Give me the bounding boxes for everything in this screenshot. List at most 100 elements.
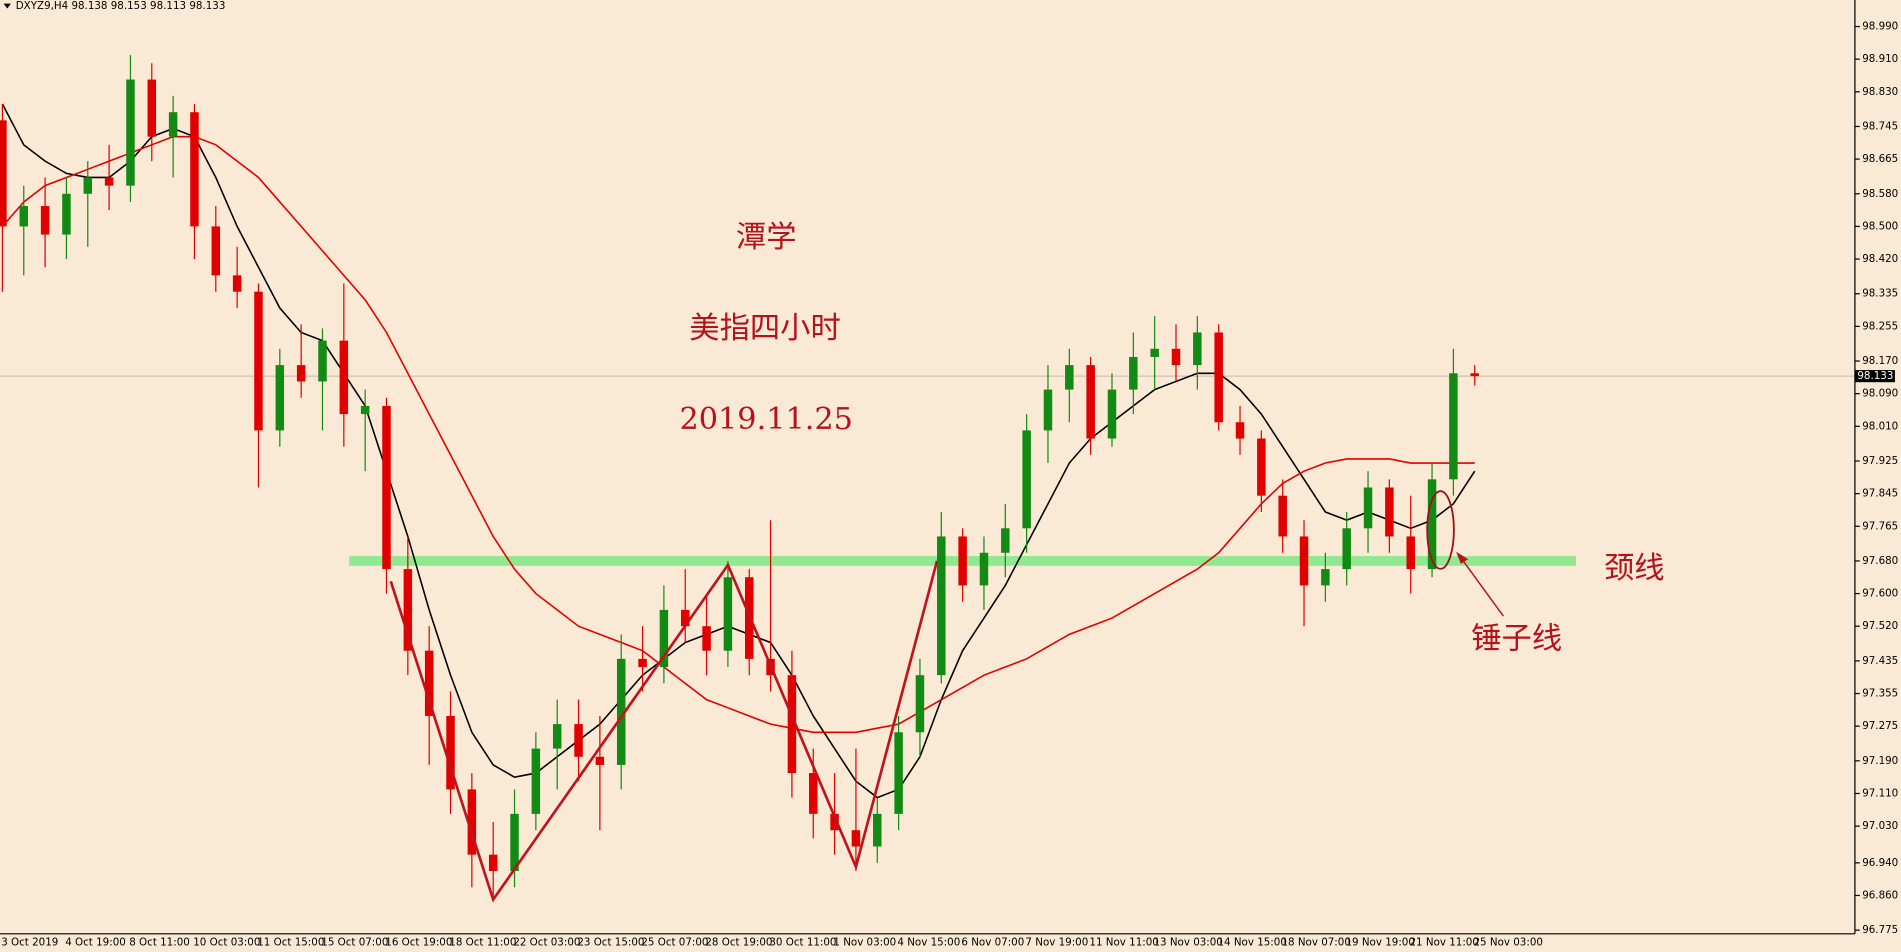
header: DXYZ9,H4 98.138 98.153 98.113 98.133 [16, 0, 226, 12]
candle-body [1086, 365, 1095, 439]
hammer-arrow [1460, 557, 1504, 617]
candle-body [382, 405, 391, 570]
x-tick-label: 23 Oct 15:00 [577, 936, 644, 948]
candle-body [552, 724, 562, 749]
x-tick-label: 14 Nov 15:00 [1217, 936, 1286, 948]
chart-title: 潭学 [736, 220, 797, 255]
candle-body [83, 177, 93, 194]
candle-body [1363, 487, 1373, 529]
y-tick-label: 98.420 [1862, 253, 1898, 265]
candle-body [62, 193, 71, 235]
y-tick-label: 98.335 [1862, 288, 1898, 300]
candle-body [211, 226, 221, 276]
hammer-label: 锤子线 [1471, 621, 1562, 656]
candle-body [659, 609, 669, 668]
x-tick-label: 28 Oct 19:00 [705, 936, 772, 948]
hammer-circle [1426, 490, 1455, 570]
y-tick-label: 98.500 [1862, 220, 1898, 232]
candle-body [531, 748, 541, 814]
x-tick-label: 1 Nov 03:00 [833, 936, 896, 948]
x-tick-label: 21 Nov 11:00 [1410, 936, 1479, 948]
y-tick-label: 98.910 [1862, 53, 1898, 65]
plot-area [0, 55, 1855, 903]
y-tick-label: 98.990 [1862, 21, 1898, 33]
candle-body [296, 365, 306, 382]
candle-body [40, 206, 50, 235]
y-tick-label: 97.680 [1862, 555, 1898, 567]
candle-body [446, 715, 455, 790]
last-price-box [1854, 370, 1895, 383]
candle-body [809, 773, 818, 814]
candle-body [1449, 373, 1458, 480]
candle-body [915, 675, 925, 733]
candle-body [851, 830, 861, 847]
candle-body [638, 658, 647, 668]
candle-body [1385, 487, 1394, 537]
y-tick-label: 97.435 [1862, 655, 1898, 667]
x-tick-label: 25 Oct 07:00 [641, 936, 708, 948]
y-tick-label: 97.275 [1862, 720, 1898, 732]
candle-body [979, 552, 989, 586]
candle-body [1022, 430, 1031, 529]
x-tick-label: 4 Nov 15:00 [897, 936, 960, 948]
candle-body [19, 206, 29, 227]
y-tick-label: 98.170 [1862, 355, 1898, 367]
candle-body [147, 79, 157, 137]
candle-body [1299, 536, 1309, 586]
candle-body [1470, 373, 1479, 377]
candle-body [1171, 348, 1181, 366]
candle-body [723, 577, 733, 651]
candle-body [1257, 438, 1266, 496]
y-tick-label: 96.940 [1862, 857, 1898, 869]
candle-body [787, 675, 797, 774]
header-icon [3, 3, 11, 9]
x-tick-label: 30 Oct 11:00 [769, 936, 836, 948]
candle-body [424, 650, 434, 716]
x-tick-label: 25 Nov 03:00 [1474, 936, 1543, 948]
neckline-label: 颈线 [1604, 551, 1665, 586]
candle-body [1214, 332, 1223, 423]
moving-average [1, 103, 1476, 799]
chart-subtitle: 美指四小时 [689, 311, 840, 346]
x-tick-label: 15 Oct 07:00 [321, 936, 388, 948]
x-tick-label: 4 Oct 19:00 [65, 936, 126, 948]
candle-body [488, 854, 498, 871]
candle-body [1342, 528, 1351, 570]
x-tick-label: 10 Oct 03:00 [193, 936, 260, 948]
chart-date: 2019.11.25 [679, 402, 852, 437]
candle-body [190, 112, 199, 227]
x-tick-label: 3 Oct 2019 [1, 936, 58, 948]
candle-body [1406, 536, 1415, 570]
x-tick-label: 11 Nov 11:00 [1089, 936, 1158, 948]
candle-body [616, 658, 626, 765]
candle-body [830, 813, 839, 831]
candle-body [232, 275, 242, 292]
y-tick-label: 97.030 [1862, 820, 1898, 832]
x-tick-label: 18 Nov 07:00 [1281, 936, 1350, 948]
hammer-arrowhead [1456, 551, 1469, 564]
candle-body [126, 79, 135, 186]
y-tick-label: 97.520 [1862, 620, 1898, 632]
candle-body [1065, 365, 1074, 390]
candle-body [1150, 348, 1159, 357]
x-tick-label: 6 Nov 07:00 [961, 936, 1024, 948]
candle-body [1321, 569, 1330, 586]
x-tick-label: 11 Oct 15:00 [257, 936, 324, 948]
candle-body [0, 120, 7, 227]
candle-body [318, 340, 327, 382]
x-tick-label: 19 Nov 19:00 [1345, 936, 1414, 948]
y-tick-label: 96.860 [1862, 889, 1898, 901]
y-tick-label: 98.830 [1862, 86, 1898, 98]
candle-body [1193, 332, 1202, 366]
y-tick-label: 96.775 [1862, 924, 1898, 936]
candle-body [360, 405, 370, 415]
y-tick-label: 97.600 [1862, 588, 1898, 600]
candle-body [1235, 422, 1245, 439]
candle-body [595, 756, 605, 765]
candle-body [467, 789, 477, 855]
y-tick-label: 97.110 [1862, 787, 1898, 799]
candle-body [702, 626, 711, 651]
x-tick-label: 8 Oct 11:00 [129, 936, 190, 948]
